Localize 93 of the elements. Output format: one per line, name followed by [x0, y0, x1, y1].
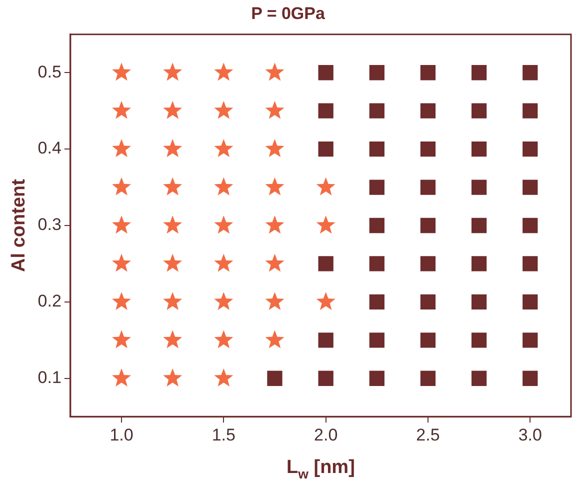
point: [471, 141, 487, 157]
point: [214, 216, 234, 234]
point: [265, 62, 284, 81]
point: [522, 141, 538, 157]
point: [318, 65, 334, 80]
point: [522, 103, 538, 118]
point: [316, 292, 336, 310]
point: [369, 103, 384, 118]
point: [163, 177, 182, 196]
point: [316, 216, 336, 234]
point: [112, 292, 132, 310]
point: [471, 65, 487, 80]
point: [471, 180, 487, 195]
y-tick-label: 0.5: [38, 62, 62, 82]
point: [522, 218, 538, 234]
point: [522, 180, 538, 195]
point: [471, 218, 487, 234]
point: [369, 370, 384, 386]
y-tick-label: 0.2: [38, 292, 62, 311]
point: [471, 332, 487, 348]
y-tick-label: 0.4: [38, 138, 62, 158]
point: [318, 332, 334, 348]
point: [267, 370, 282, 386]
point: [369, 218, 384, 234]
point: [214, 177, 234, 196]
point: [471, 294, 487, 310]
point: [471, 103, 487, 118]
x-tick-label: 1.0: [110, 425, 134, 444]
point: [265, 292, 284, 310]
point: [318, 103, 334, 118]
y-axis-title: Al content: [8, 178, 30, 272]
point: [369, 294, 384, 310]
point: [369, 141, 384, 157]
point: [265, 139, 284, 158]
point: [522, 332, 538, 348]
point: [420, 103, 436, 118]
point: [265, 330, 284, 348]
point: [265, 100, 284, 119]
point: [265, 177, 284, 196]
point: [522, 370, 538, 386]
point: [214, 368, 234, 386]
y-tick-label: 0.1: [38, 368, 62, 388]
point: [420, 65, 436, 80]
point: [112, 139, 132, 158]
point: [163, 292, 182, 310]
chart-title: P = 0GPa: [251, 4, 326, 23]
point: [214, 62, 234, 81]
point: [369, 180, 384, 195]
point: [112, 177, 132, 196]
point: [163, 216, 182, 234]
point: [214, 254, 234, 272]
point: [163, 139, 182, 158]
point: [112, 330, 132, 348]
point: [420, 180, 436, 195]
point: [214, 292, 234, 310]
point: [214, 100, 234, 119]
point: [420, 218, 436, 234]
x-tick-label: 1.5: [212, 425, 236, 444]
point: [112, 368, 132, 386]
y-tick-label: 0.3: [38, 215, 62, 234]
point: [265, 216, 284, 234]
x-tick-label: 2.5: [416, 425, 440, 444]
x-tick-label: 3.0: [518, 425, 542, 444]
point: [112, 100, 132, 119]
point: [318, 256, 334, 272]
point: [316, 177, 336, 196]
point: [369, 332, 384, 348]
point: [420, 332, 436, 348]
point: [420, 141, 436, 157]
point: [420, 294, 436, 310]
point: [163, 368, 182, 386]
point: [112, 254, 132, 272]
point: [522, 65, 538, 80]
point: [265, 254, 284, 272]
point: [112, 62, 132, 81]
point: [318, 141, 334, 157]
point: [163, 330, 182, 348]
point: [522, 294, 538, 310]
point: [420, 256, 436, 272]
point: [112, 216, 132, 234]
point: [471, 370, 487, 386]
point: [214, 139, 234, 158]
x-tick-label: 2.0: [314, 425, 338, 444]
point: [471, 256, 487, 272]
point: [420, 370, 436, 386]
point: [214, 330, 234, 348]
point: [318, 370, 334, 386]
point: [522, 256, 538, 272]
point: [163, 62, 182, 81]
point: [369, 256, 384, 272]
point: [163, 100, 182, 119]
point: [369, 65, 384, 80]
point: [163, 254, 182, 272]
